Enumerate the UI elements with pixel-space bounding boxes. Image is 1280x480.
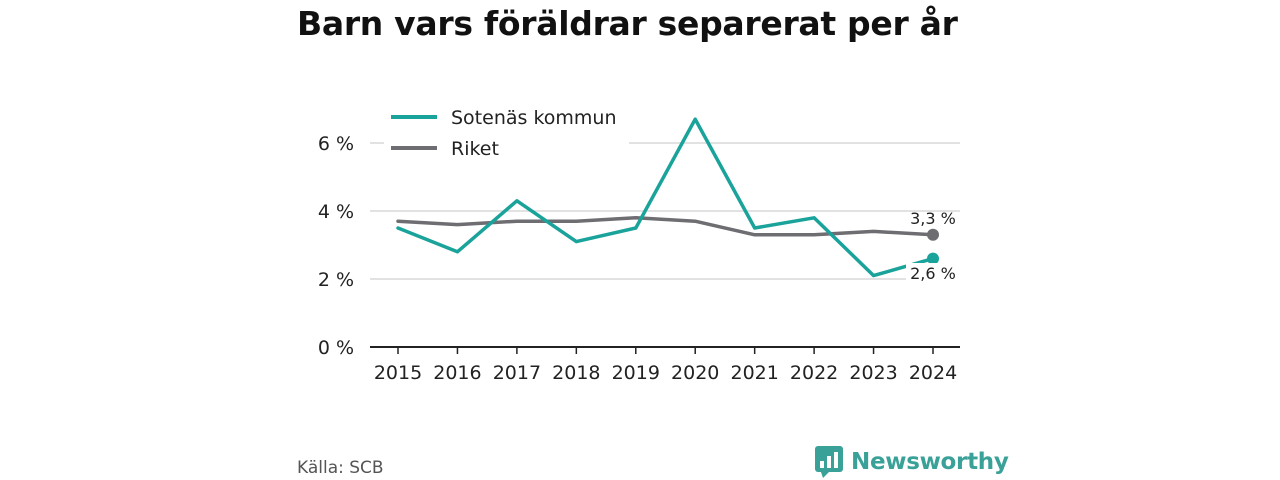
- x-axis-ticks: 2015 2016 2017 2018 2019 2020 2021 2022 2023 2024: [374, 347, 957, 384]
- series-lines: [396, 117, 939, 278]
- brand-logo: Newsworthy: [815, 446, 1009, 478]
- end-labels: 2,6 % 3,3 %: [906, 209, 960, 283]
- series-end-point: [927, 252, 939, 265]
- y-tick-label: 4 %: [318, 201, 354, 223]
- end-label-background: [906, 263, 960, 283]
- x-tick-label: 2018: [552, 362, 600, 384]
- x-tick-label: 2024: [909, 362, 957, 384]
- y-tick-label: 0 %: [318, 337, 354, 359]
- y-axis-ticks: 0 % 2 % 4 % 6 %: [318, 133, 354, 359]
- legend: Sotenäs kommun Riket: [384, 100, 629, 162]
- y-tick-label: 6 %: [318, 133, 354, 155]
- x-tick-label: 2020: [671, 362, 719, 384]
- x-tick-label: 2021: [730, 362, 778, 384]
- end-label-riket: 3,3 %: [910, 209, 956, 228]
- chart-title: Barn vars föräldrar separerat per år: [297, 4, 958, 43]
- x-tick-label: 2022: [790, 362, 838, 384]
- x-tick-label: 2023: [849, 362, 897, 384]
- x-tick-label: 2019: [612, 362, 660, 384]
- series-line-sotenas: [396, 117, 935, 278]
- end-label-sotenas: 2,6 %: [910, 264, 956, 283]
- brand-name: Newsworthy: [851, 449, 1009, 475]
- x-tick-label: 2015: [374, 362, 422, 384]
- x-tick-label: 2017: [493, 362, 541, 384]
- x-tick-label: 2016: [433, 362, 481, 384]
- series-end-point: [927, 228, 939, 241]
- legend-label: Sotenäs kommun: [451, 107, 617, 129]
- legend-label: Riket: [451, 138, 499, 160]
- y-tick-label: 2 %: [318, 269, 354, 291]
- gridlines: [370, 142, 960, 280]
- legend-background: [384, 100, 629, 162]
- source-note: Källa: SCB: [297, 458, 384, 478]
- bar-chart-speech-icon: [815, 446, 843, 478]
- series-line-riket: [396, 216, 935, 237]
